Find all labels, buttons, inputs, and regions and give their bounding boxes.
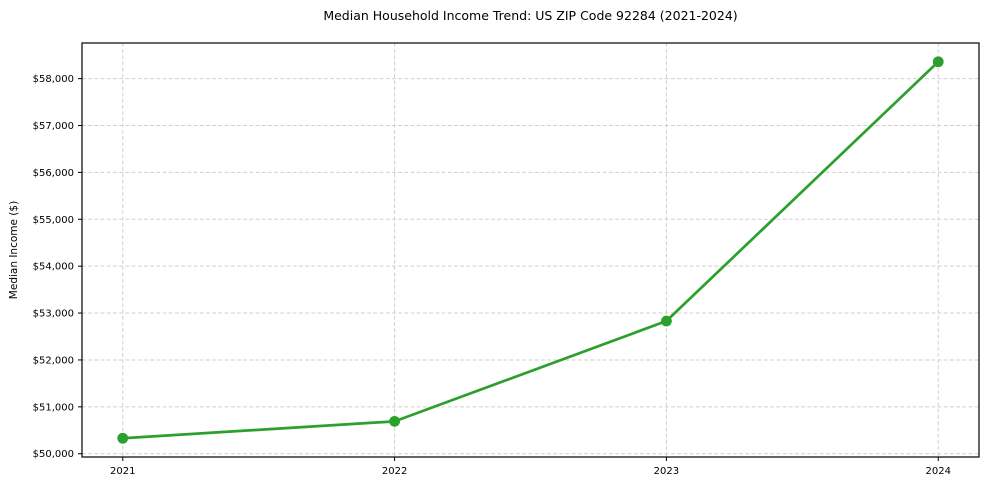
y-tick-label: $58,000 bbox=[33, 74, 74, 85]
y-tick-label: $54,000 bbox=[33, 262, 74, 273]
x-tick-label: 2024 bbox=[926, 466, 951, 477]
data-point-marker bbox=[389, 415, 400, 427]
data-point-marker bbox=[661, 315, 672, 327]
chart-title: Median Household Income Trend: US ZIP Co… bbox=[323, 8, 738, 23]
y-tick-label: $55,000 bbox=[33, 215, 74, 226]
y-tick-label: $57,000 bbox=[33, 121, 74, 132]
x-tick-label: 2022 bbox=[382, 466, 407, 477]
plot-border bbox=[81, 42, 980, 458]
y-tick-label: $56,000 bbox=[33, 168, 74, 179]
y-tick-label: $50,000 bbox=[33, 449, 74, 460]
y-tick-label: $51,000 bbox=[33, 402, 74, 413]
x-tick-label: 2023 bbox=[654, 466, 679, 477]
trend-line bbox=[121, 60, 940, 440]
y-tick-label: $52,000 bbox=[33, 355, 74, 366]
x-tick-label: 2021 bbox=[110, 466, 135, 477]
y-tick-label: $53,000 bbox=[33, 309, 74, 320]
data-point-marker bbox=[932, 56, 944, 68]
data-point-marker bbox=[117, 432, 129, 444]
